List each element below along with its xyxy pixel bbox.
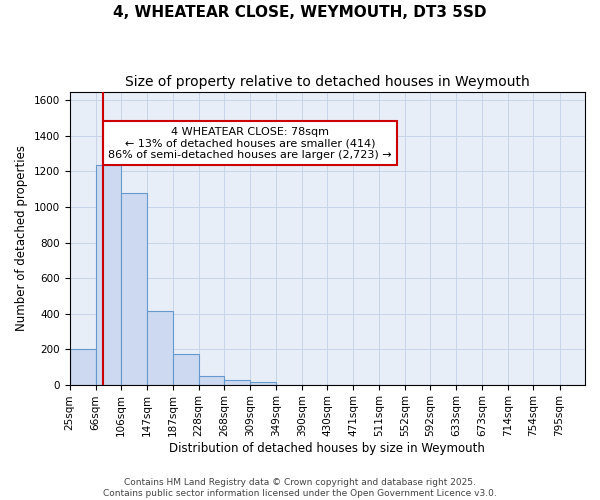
X-axis label: Distribution of detached houses by size in Weymouth: Distribution of detached houses by size …: [169, 442, 485, 455]
Title: Size of property relative to detached houses in Weymouth: Size of property relative to detached ho…: [125, 75, 530, 89]
Text: 4, WHEATEAR CLOSE, WEYMOUTH, DT3 5SD: 4, WHEATEAR CLOSE, WEYMOUTH, DT3 5SD: [113, 5, 487, 20]
Bar: [173, 354, 199, 384]
Bar: [147, 311, 173, 384]
Bar: [121, 193, 147, 384]
Text: Contains HM Land Registry data © Crown copyright and database right 2025.
Contai: Contains HM Land Registry data © Crown c…: [103, 478, 497, 498]
Text: 4 WHEATEAR CLOSE: 78sqm
← 13% of detached houses are smaller (414)
86% of semi-d: 4 WHEATEAR CLOSE: 78sqm ← 13% of detache…: [108, 126, 392, 160]
Bar: [199, 376, 224, 384]
Bar: [95, 166, 121, 384]
Y-axis label: Number of detached properties: Number of detached properties: [15, 145, 28, 331]
Bar: [224, 380, 250, 384]
Bar: [70, 349, 95, 384]
Bar: [250, 382, 276, 384]
